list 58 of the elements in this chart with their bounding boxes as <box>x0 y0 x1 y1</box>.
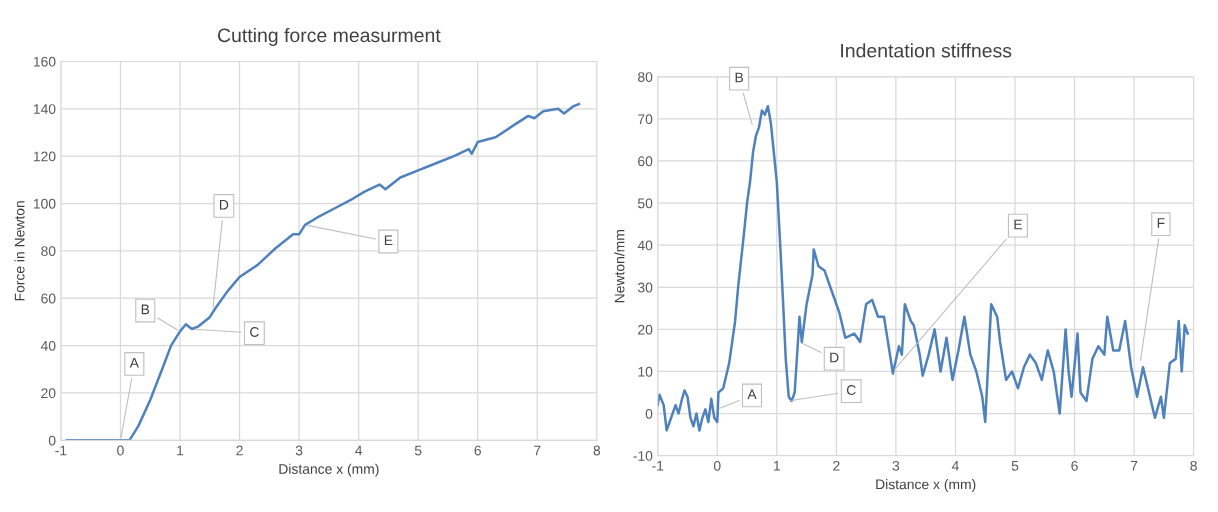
x-tick-label: 3 <box>892 460 900 471</box>
y-tick-label: 160 <box>33 56 56 67</box>
chart-title: Cutting force measurment <box>218 27 441 47</box>
y-tick-label: 60 <box>638 156 653 167</box>
annotation: B <box>735 72 743 83</box>
x-tick-label: 3 <box>295 445 303 456</box>
y-tick-label: 10 <box>638 366 653 377</box>
y-tick-label: 140 <box>33 104 56 114</box>
y-tick-label: 60 <box>41 293 56 304</box>
x-tick-label: 6 <box>1071 460 1078 471</box>
x-tick-label: 5 <box>1011 461 1019 471</box>
annotation: F <box>1157 218 1165 228</box>
x-axis-title: Distance x (mm) <box>279 463 379 477</box>
x-tick-label: 1 <box>774 461 780 471</box>
x-tick-label: -1 <box>55 445 67 456</box>
x-tick-label: 8 <box>1190 460 1197 471</box>
x-tick-label: 4 <box>355 445 363 456</box>
y-tick-label: 20 <box>41 388 56 399</box>
annotation: C <box>846 385 856 395</box>
y-tick-label: 30 <box>637 282 653 293</box>
x-tick-label: 6 <box>474 445 481 456</box>
x-tick-label: 7 <box>534 445 541 456</box>
y-tick-label: 100 <box>33 198 56 209</box>
line-series <box>657 105 1189 432</box>
y-tick-label: 80 <box>41 246 56 257</box>
annotation: A <box>747 389 757 400</box>
y-axis-title: Force in Newton <box>14 201 25 301</box>
annotation: E <box>384 235 393 246</box>
y-tick-label: 0 <box>645 408 653 419</box>
annotation: C <box>250 327 259 337</box>
y-tick-label: 40 <box>40 340 56 351</box>
x-tick-label: 2 <box>833 460 840 471</box>
y-tick-label: 0 <box>48 435 56 446</box>
annotation: D <box>219 199 229 210</box>
x-tick-label: 4 <box>951 461 959 471</box>
x-tick-label: -1 <box>652 461 664 471</box>
y-tick-label: 80 <box>638 72 653 82</box>
y-tick-label: 50 <box>637 198 653 209</box>
line-series <box>65 102 581 441</box>
x-tick-label: 2 <box>236 445 243 456</box>
x-tick-label: 1 <box>177 445 184 456</box>
annotation: B <box>141 304 150 315</box>
y-tick-label: 20 <box>638 324 653 335</box>
y-axis-title: Newton/mm <box>614 230 625 303</box>
chart-title: Indentation stiffness <box>841 43 1012 58</box>
annotation: A <box>129 357 139 368</box>
y-tick-label: -10 <box>633 451 653 461</box>
x-tick-label: 5 <box>414 445 422 456</box>
x-axis-title: Distance x (mm) <box>876 479 976 492</box>
annotation: D <box>830 352 839 363</box>
y-tick-label: 40 <box>637 240 653 251</box>
y-tick-label: 70 <box>638 114 653 125</box>
x-tick-label: 8 <box>593 445 601 456</box>
x-tick-label: 0 <box>117 445 124 456</box>
y-tick-label: 120 <box>33 151 56 162</box>
x-tick-label: 0 <box>713 460 721 471</box>
x-tick-label: 7 <box>1130 461 1138 471</box>
annotation: E <box>1014 219 1022 230</box>
